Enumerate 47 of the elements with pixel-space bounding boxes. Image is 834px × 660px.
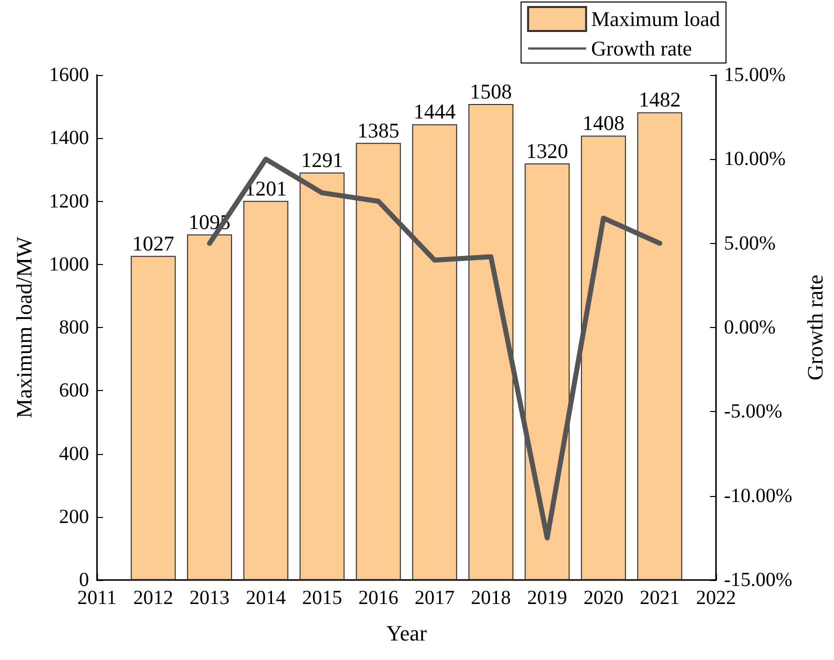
bar <box>130 256 176 580</box>
bar <box>524 163 570 580</box>
y-tick-label: 400 <box>59 442 89 465</box>
y2-tick-label: 15.00% <box>724 64 786 86</box>
x-tick-label: 2016 <box>358 587 398 609</box>
x-tick-label: 2020 <box>583 587 624 609</box>
legend-label: Growth rate <box>591 36 692 60</box>
bar <box>412 124 458 580</box>
y-axis-title: Maximum load/MW <box>12 236 36 418</box>
bar <box>637 112 682 580</box>
data-label: 1027 <box>132 231 174 256</box>
x-tick-label: 2015 <box>302 587 342 609</box>
y-tick-label: 1000 <box>49 253 89 276</box>
data-label: 1508 <box>470 80 512 104</box>
y-tick-label: 1600 <box>49 64 89 86</box>
legend-label: Maximum load <box>591 7 720 31</box>
y-tick-label: 1400 <box>49 127 89 150</box>
y2-tick-label: 5.00% <box>724 232 776 254</box>
data-label: 1385 <box>357 118 400 142</box>
y2-axis-title: Growth rate <box>802 274 828 380</box>
data-label: 1408 <box>582 111 624 136</box>
x-tick-label: 2017 <box>414 587 455 609</box>
y-tick-label: 600 <box>59 380 89 402</box>
data-label: 1291 <box>301 148 344 172</box>
x-tick-label: 2012 <box>133 587 174 609</box>
data-label: 1482 <box>638 88 681 112</box>
bar <box>300 172 345 580</box>
bar <box>356 142 401 580</box>
data-label: 1444 <box>414 100 456 124</box>
y2-tick-label: 10.00% <box>724 148 786 170</box>
bar <box>468 104 514 580</box>
bar <box>187 234 232 580</box>
y-tick-label: 1200 <box>49 190 89 212</box>
y2-tick-label: -5.00% <box>724 400 782 423</box>
x-tick-label: 2013 <box>190 587 230 609</box>
x-tick-label: 2014 <box>246 587 286 609</box>
y2-tick-label: 0.00% <box>724 316 776 338</box>
x-tick-label: 2019 <box>527 587 568 609</box>
y2-tick-label: -10.00% <box>724 484 792 507</box>
x-tick-label: 2021 <box>640 587 680 609</box>
data-label: 1320 <box>526 138 568 163</box>
y-tick-label: 200 <box>59 506 89 528</box>
bar <box>580 136 626 580</box>
bar <box>243 200 288 580</box>
x-axis-title: Year <box>386 620 428 646</box>
y-tick-label: 800 <box>59 316 89 338</box>
x-tick-label: 2018 <box>470 587 511 609</box>
